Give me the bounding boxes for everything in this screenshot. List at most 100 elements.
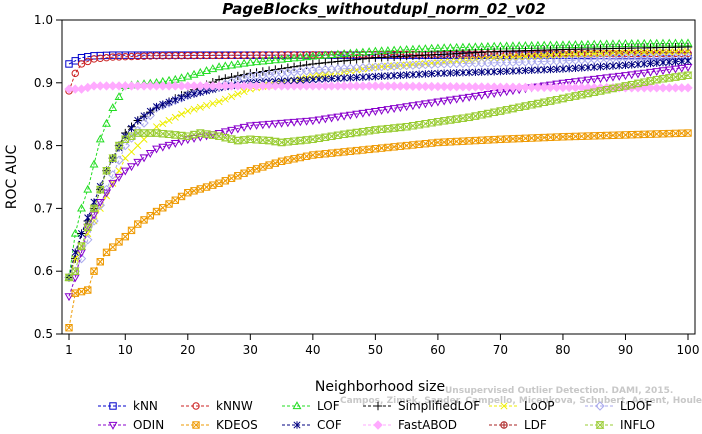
data-point-cof — [584, 63, 592, 72]
data-point-loop — [152, 123, 161, 131]
data-point-loop — [221, 95, 229, 103]
data-point-loop — [684, 47, 692, 55]
data-point-kdeos — [109, 243, 117, 251]
data-point-kdeos — [146, 212, 154, 220]
legend-label-fastabod: FastABOD — [398, 418, 457, 432]
data-point-fastabod — [133, 81, 143, 91]
data-point-ldof — [451, 58, 462, 69]
data-point-kdeos — [302, 152, 311, 160]
y-tick-label: 0.8 — [34, 139, 53, 153]
data-point-odin — [295, 118, 305, 127]
data-point-lof — [239, 58, 249, 67]
data-point-odin — [470, 92, 480, 101]
data-point-odin — [420, 100, 430, 109]
data-point-odin — [577, 77, 587, 86]
legend-item-lof: LOF — [282, 399, 340, 413]
data-point-loop — [634, 48, 642, 56]
x-tick-label: 1 — [65, 343, 73, 357]
data-point-odin — [139, 154, 149, 163]
data-point-kdeos — [621, 131, 630, 139]
data-point-ldof — [508, 57, 518, 68]
data-point-fastabod — [539, 82, 549, 93]
data-point-odin — [320, 115, 330, 124]
data-point-loop — [521, 52, 529, 60]
data-point-fastabod — [652, 83, 662, 93]
data-point-fastabod — [470, 82, 481, 92]
data-point-fastabod — [445, 81, 456, 92]
data-point-cof — [134, 116, 142, 125]
data-point-fastabod — [164, 81, 174, 91]
data-point-cof — [140, 112, 148, 120]
data-point-cof — [553, 65, 561, 74]
data-point-odin — [258, 121, 268, 130]
data-point-odin — [658, 67, 668, 76]
data-point-loop — [596, 49, 605, 57]
data-point-kdeos — [653, 130, 661, 138]
data-point-odin — [233, 125, 243, 134]
data-point-kdeos — [165, 200, 173, 208]
data-point-fastabod — [170, 81, 181, 91]
data-point-fastabod — [533, 82, 543, 93]
data-point-cof — [428, 69, 436, 78]
x-tick-label: 40 — [305, 343, 320, 357]
data-point-fastabod — [395, 81, 406, 91]
data-point-ldof — [170, 95, 181, 106]
legend-label-kdeos: KDEOS — [216, 418, 258, 432]
data-point-kdeos — [427, 139, 436, 147]
data-point-fastabod — [433, 81, 443, 92]
data-point-ldof — [514, 57, 524, 67]
data-point-inflo — [233, 136, 243, 145]
data-point-cof — [578, 64, 586, 72]
series-kdeos — [65, 129, 692, 332]
data-point-ldof — [551, 56, 562, 66]
series-line-kdeos — [68, 132, 689, 328]
data-point-fastabod — [320, 81, 331, 91]
data-point-kdeos — [671, 129, 680, 138]
data-point-cof — [378, 72, 386, 81]
data-point-loop — [553, 51, 561, 59]
y-tick-label: 0.6 — [34, 264, 53, 278]
data-point-lof — [320, 50, 330, 59]
series-fastabod — [64, 81, 693, 94]
data-point-inflo — [352, 128, 362, 137]
data-point-odin — [464, 93, 474, 102]
data-point-cof — [503, 67, 511, 76]
data-point-odin — [189, 134, 199, 143]
data-point-inflo — [102, 167, 111, 175]
data-point-cof — [390, 71, 398, 80]
data-point-ldof — [539, 56, 549, 67]
data-point-fastabod — [226, 81, 237, 91]
data-point-cof — [659, 58, 667, 67]
data-point-fastabod — [233, 81, 243, 91]
data-point-inflo — [183, 132, 193, 140]
y-tick-label: 0.9 — [34, 76, 53, 90]
data-point-odin — [558, 79, 568, 88]
data-point-odin — [333, 113, 343, 122]
data-point-fastabod — [295, 81, 306, 91]
data-point-loop — [428, 59, 436, 67]
data-point-simplifiedlof — [296, 61, 305, 71]
data-point-kdeos — [215, 179, 223, 187]
data-point-fastabod — [451, 82, 462, 92]
data-point-odin — [164, 141, 174, 150]
data-point-fastabod — [426, 81, 437, 92]
data-point-cof — [453, 69, 461, 77]
data-point-ldof — [495, 57, 506, 68]
data-point-fastabod — [408, 81, 418, 92]
data-point-odin — [633, 70, 643, 79]
data-point-loop — [678, 47, 686, 56]
data-point-inflo — [83, 223, 93, 231]
data-point-odin — [408, 102, 418, 111]
data-point-lof — [283, 54, 293, 63]
data-point-inflo — [95, 185, 105, 194]
data-point-lof — [77, 203, 86, 212]
data-point-fastabod — [308, 81, 318, 91]
data-point-odin — [589, 75, 599, 84]
data-point-fastabod — [564, 82, 574, 93]
legend-marker-cof — [293, 421, 301, 429]
legend-marker-knnw — [192, 402, 200, 410]
data-point-simplifiedlof — [339, 56, 349, 66]
data-point-fastabod — [251, 81, 262, 91]
data-point-cof — [152, 102, 161, 111]
data-point-fastabod — [670, 83, 681, 93]
